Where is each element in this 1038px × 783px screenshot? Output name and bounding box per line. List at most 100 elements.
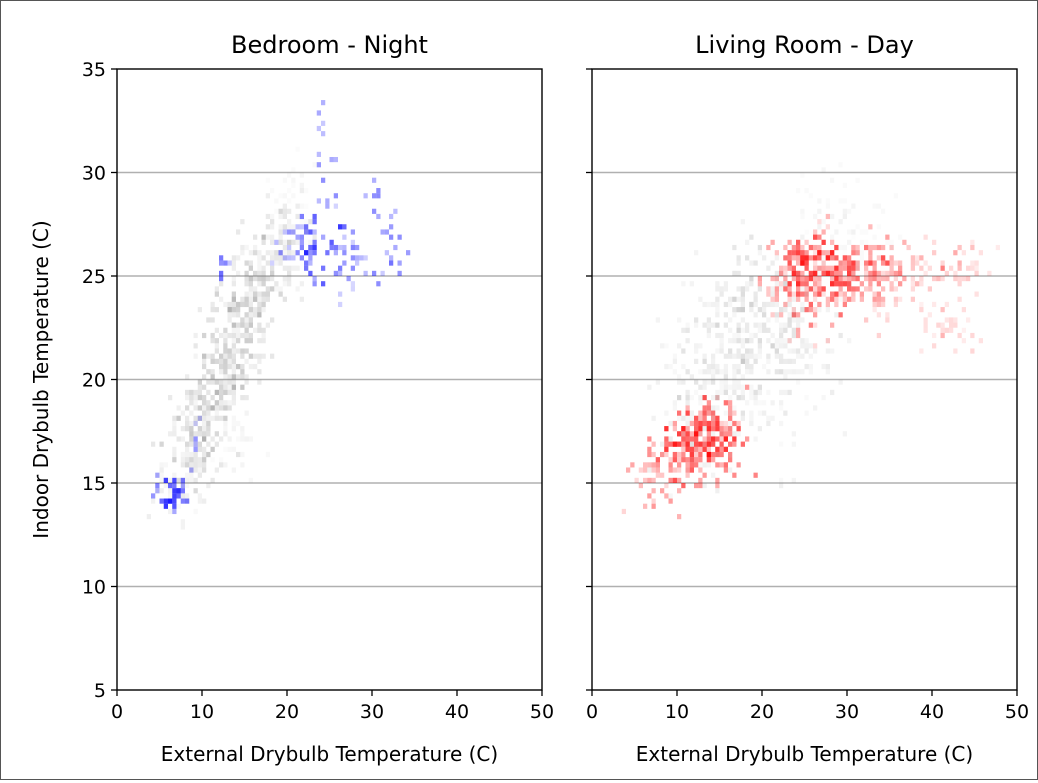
density-cell-bedroom-8-51: [214, 286, 219, 292]
highlight-cell-living-room-21-17: [970, 244, 975, 251]
density-cell-bedroom-1-31: [185, 493, 190, 499]
density-cell-living-room-2-42: [672, 369, 677, 375]
highlight-cell-living-room-16-27: [872, 301, 877, 308]
highlight-cell-living-room-27-6: [821, 260, 826, 266]
density-cell-bedroom-11-1: [274, 255, 279, 261]
highlight-cell-bedroom-19-1: [350, 229, 355, 235]
density-cell-living-room-4-55: [753, 389, 758, 396]
density-cell-living-room-3-26: [740, 353, 745, 359]
density-cell-living-room-10-26: [859, 255, 864, 261]
density-cell-bedroom-4-40: [206, 431, 211, 437]
highlight-cell-living-room-5-26: [728, 431, 733, 437]
density-cell-living-room-1-24: [745, 338, 750, 344]
highlight-cell-living-room-11-1: [817, 276, 822, 282]
highlight-cell-bedroom-8-4: [282, 229, 287, 235]
density-cell-living-room-5-36: [774, 276, 779, 282]
density-cell-bedroom-3-9: [185, 426, 190, 432]
highlight-cell-living-room-4-0: [719, 441, 724, 447]
highlight-cell-living-room-26-2: [949, 317, 954, 323]
density-cell-living-room-9-44: [800, 234, 805, 240]
density-cell-living-room-4-6: [736, 307, 741, 313]
density-cell-bedroom-6-26: [223, 358, 228, 364]
density-cell-bedroom-6-0: [202, 353, 207, 359]
highlight-cell-living-room-6-5: [694, 483, 699, 489]
density-cell-bedroom-3-28: [206, 451, 211, 458]
density-cell-bedroom-12-2: [282, 265, 287, 271]
density-cell-bedroom-6-50: [227, 332, 232, 339]
density-cell-bedroom-10-15: [270, 250, 275, 256]
density-cell-bedroom-10-33: [253, 291, 258, 297]
density-cell-living-room-4-60: [796, 270, 801, 276]
highlight-cell-living-room-18-8: [898, 265, 903, 271]
density-cell-bedroom-10-31: [278, 260, 283, 266]
density-cell-living-room-7-19: [808, 353, 813, 359]
density-cell-living-room-0-37: [698, 462, 703, 468]
density-cell-bedroom-8-5: [236, 307, 241, 313]
density-cell-living-room-3-2: [787, 389, 792, 396]
highlight-cell-living-room-23-5: [834, 301, 839, 308]
density-cell-bedroom-12-25: [287, 276, 292, 282]
density-cell-bedroom-14-16: [219, 400, 224, 406]
density-cell-living-room-3-5: [766, 353, 771, 359]
density-cell-living-room-8-33: [766, 420, 771, 427]
density-cell-bedroom-6-20: [223, 327, 228, 333]
highlight-cell-living-room-15-20: [842, 281, 847, 287]
density-cell-living-room-7-3: [766, 358, 771, 364]
highlight-cell-living-room-2-3: [677, 441, 682, 447]
density-cell-bedroom-10-28: [257, 312, 262, 318]
density-cell-bedroom-4-10: [214, 379, 219, 385]
highlight-cell-living-room-22-22: [813, 312, 818, 318]
highlight-cell-living-room-0-6: [643, 503, 648, 509]
density-cell-bedroom-8-47: [214, 338, 219, 344]
density-cell-bedroom-3-1: [202, 384, 207, 390]
density-cell-living-room-2-19: [694, 343, 699, 349]
highlight-cell-living-room-0-19: [634, 477, 639, 483]
density-cell-living-room-3-33: [740, 358, 745, 364]
highlight-cell-living-room-19-8: [936, 276, 941, 282]
density-cell-bedroom-11-11: [291, 250, 296, 256]
highlight-cell-living-room-0-15: [655, 467, 660, 473]
density-cell-bedroom-4-28: [193, 420, 198, 427]
density-cell-living-room-1-19: [719, 431, 724, 437]
highlight-cell-living-room-8-3: [672, 457, 677, 463]
highlight-cell-living-room-3-32: [694, 431, 699, 437]
density-cell-living-room-7-34: [813, 405, 818, 411]
density-cell-living-room-4-49: [732, 312, 737, 318]
density-cell-bedroom-14-26: [228, 436, 232, 441]
density-cell-living-room-0-11: [702, 483, 707, 489]
density-cell-bedroom-12-43: [287, 239, 292, 245]
highlight-cell-living-room-18-16: [876, 244, 881, 251]
density-cell-bedroom-7-48: [231, 343, 236, 349]
density-cell-bedroom-8-29: [244, 338, 249, 344]
density-cell-living-room-10-30: [847, 229, 852, 235]
highlight-cell-bedroom-15-2: [329, 156, 334, 163]
density-cell-bedroom-5-32: [244, 379, 249, 385]
density-cell-bedroom-5-36: [210, 332, 215, 339]
highlight-cell-living-room-18-11: [881, 270, 886, 276]
density-cell-bedroom-2-16: [197, 415, 202, 421]
density-cell-living-room-1-11: [711, 363, 716, 370]
highlight-cell-living-room-16-15: [881, 260, 886, 266]
highlight-cell-living-room-0-14: [651, 503, 656, 509]
density-cell-bedroom-9-13: [257, 276, 262, 282]
density-cell-living-room-7-22: [800, 343, 805, 349]
density-cell-bedroom-6-5: [244, 338, 249, 344]
highlight-cell-living-room-27-14: [817, 219, 822, 225]
highlight-cell-living-room-19-17: [940, 265, 945, 271]
highlight-cell-living-room-10-20: [796, 244, 801, 251]
density-cell-living-room-2-37: [664, 343, 669, 349]
density-cell-bedroom-5-45: [202, 395, 207, 401]
density-cell-bedroom-6-38: [231, 358, 236, 364]
density-cell-bedroom-10-13: [257, 276, 262, 282]
density-cell-bedroom-11-13: [270, 219, 275, 225]
density-cell-living-room-10-17: [864, 229, 868, 234]
density-cell-living-room-5-10: [762, 312, 767, 318]
density-cell-bedroom-2-30: [214, 441, 219, 447]
highlight-cell-living-room-13-1: [813, 244, 818, 251]
density-cell-living-room-10-33: [898, 235, 902, 240]
density-cell-bedroom-2-17: [185, 462, 190, 468]
highlight-cell-living-room-9-9: [757, 276, 762, 282]
highlight-cell-living-room-24-11: [885, 312, 890, 318]
highlight-cell-living-room-9-19: [774, 291, 779, 297]
density-cell-living-room-4-61: [749, 276, 754, 282]
